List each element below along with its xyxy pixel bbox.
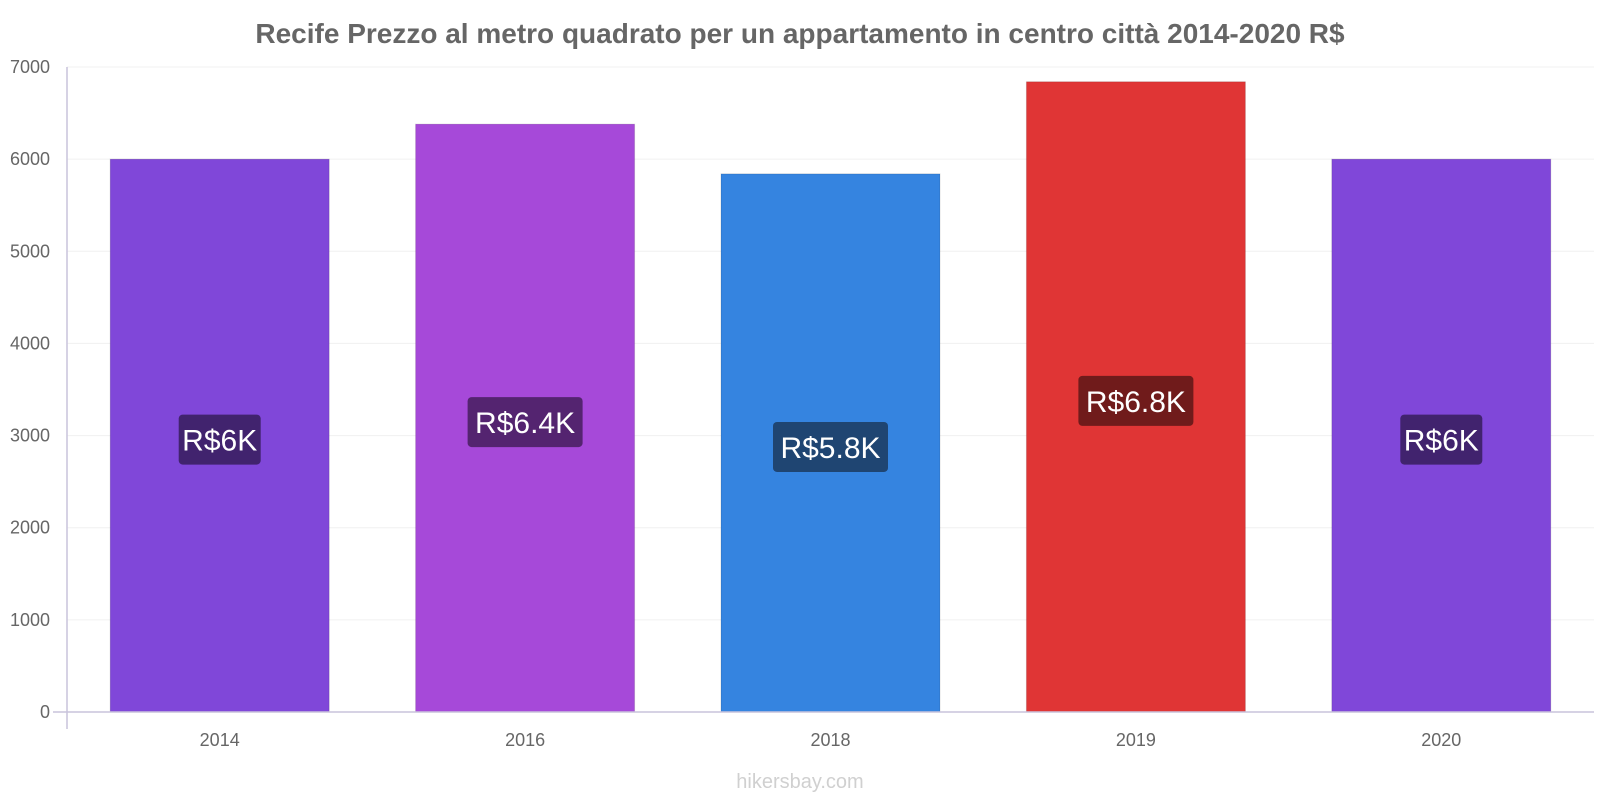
value-label-box — [178, 414, 261, 465]
y-tick-label: 2000 — [10, 518, 50, 538]
value-label-text: R$6K — [1404, 425, 1479, 458]
value-label-box — [1078, 375, 1194, 426]
value-label-text: R$6K — [182, 425, 257, 458]
y-tick-label: 1000 — [10, 610, 50, 630]
x-tick-label: 2020 — [1421, 730, 1461, 750]
value-label-text: R$5.8K — [780, 432, 880, 465]
value-label-2014: R$6K — [178, 414, 261, 465]
chart-title: Recife Prezzo al metro quadrato per un a… — [255, 18, 1345, 49]
y-axis: 0 1000 2000 3000 4000 5000 6000 7000 — [10, 57, 68, 729]
y-tick-label: 6000 — [10, 149, 50, 169]
value-label-2019: R$6.8K — [1078, 375, 1194, 426]
value-labels: R$6K R$6.4K R$5.8K R$6.8K R$6K — [178, 375, 1483, 472]
value-label-box — [1400, 414, 1483, 465]
x-tick-label: 2019 — [1116, 730, 1156, 750]
value-label-2020: R$6K — [1400, 414, 1483, 465]
y-tick-label: 4000 — [10, 333, 50, 353]
value-label-text: R$6.8K — [1086, 386, 1186, 419]
value-label-2016: R$6.4K — [467, 397, 583, 448]
bars — [109, 81, 1552, 713]
x-tick-label: 2016 — [505, 730, 545, 750]
y-tick-label: 7000 — [10, 57, 50, 77]
x-tick-label: 2018 — [810, 730, 850, 750]
y-tick-label: 3000 — [10, 426, 50, 446]
value-label-box — [773, 421, 888, 472]
source-credit: hikersbay.com — [736, 771, 863, 793]
y-tick-label: 0 — [40, 702, 50, 722]
y-tick-label: 5000 — [10, 241, 50, 261]
x-tick-label: 2014 — [200, 730, 240, 750]
value-label-text: R$6.4K — [475, 407, 575, 440]
value-label-2018: R$5.8K — [773, 421, 888, 472]
x-axis: 2014 2016 2018 2019 2020 — [53, 711, 1594, 750]
value-label-box — [467, 397, 583, 448]
